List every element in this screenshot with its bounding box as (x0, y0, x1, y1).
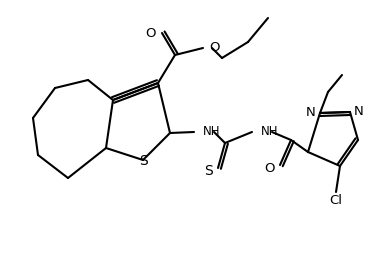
Text: O: O (264, 162, 275, 175)
Text: S: S (204, 164, 213, 178)
Text: O: O (209, 41, 220, 53)
Text: Cl: Cl (330, 195, 343, 207)
Text: NH: NH (261, 125, 278, 138)
Text: N: N (354, 105, 364, 118)
Text: O: O (146, 26, 156, 39)
Text: NH: NH (203, 125, 220, 138)
Text: S: S (140, 154, 148, 168)
Text: N: N (306, 105, 316, 118)
